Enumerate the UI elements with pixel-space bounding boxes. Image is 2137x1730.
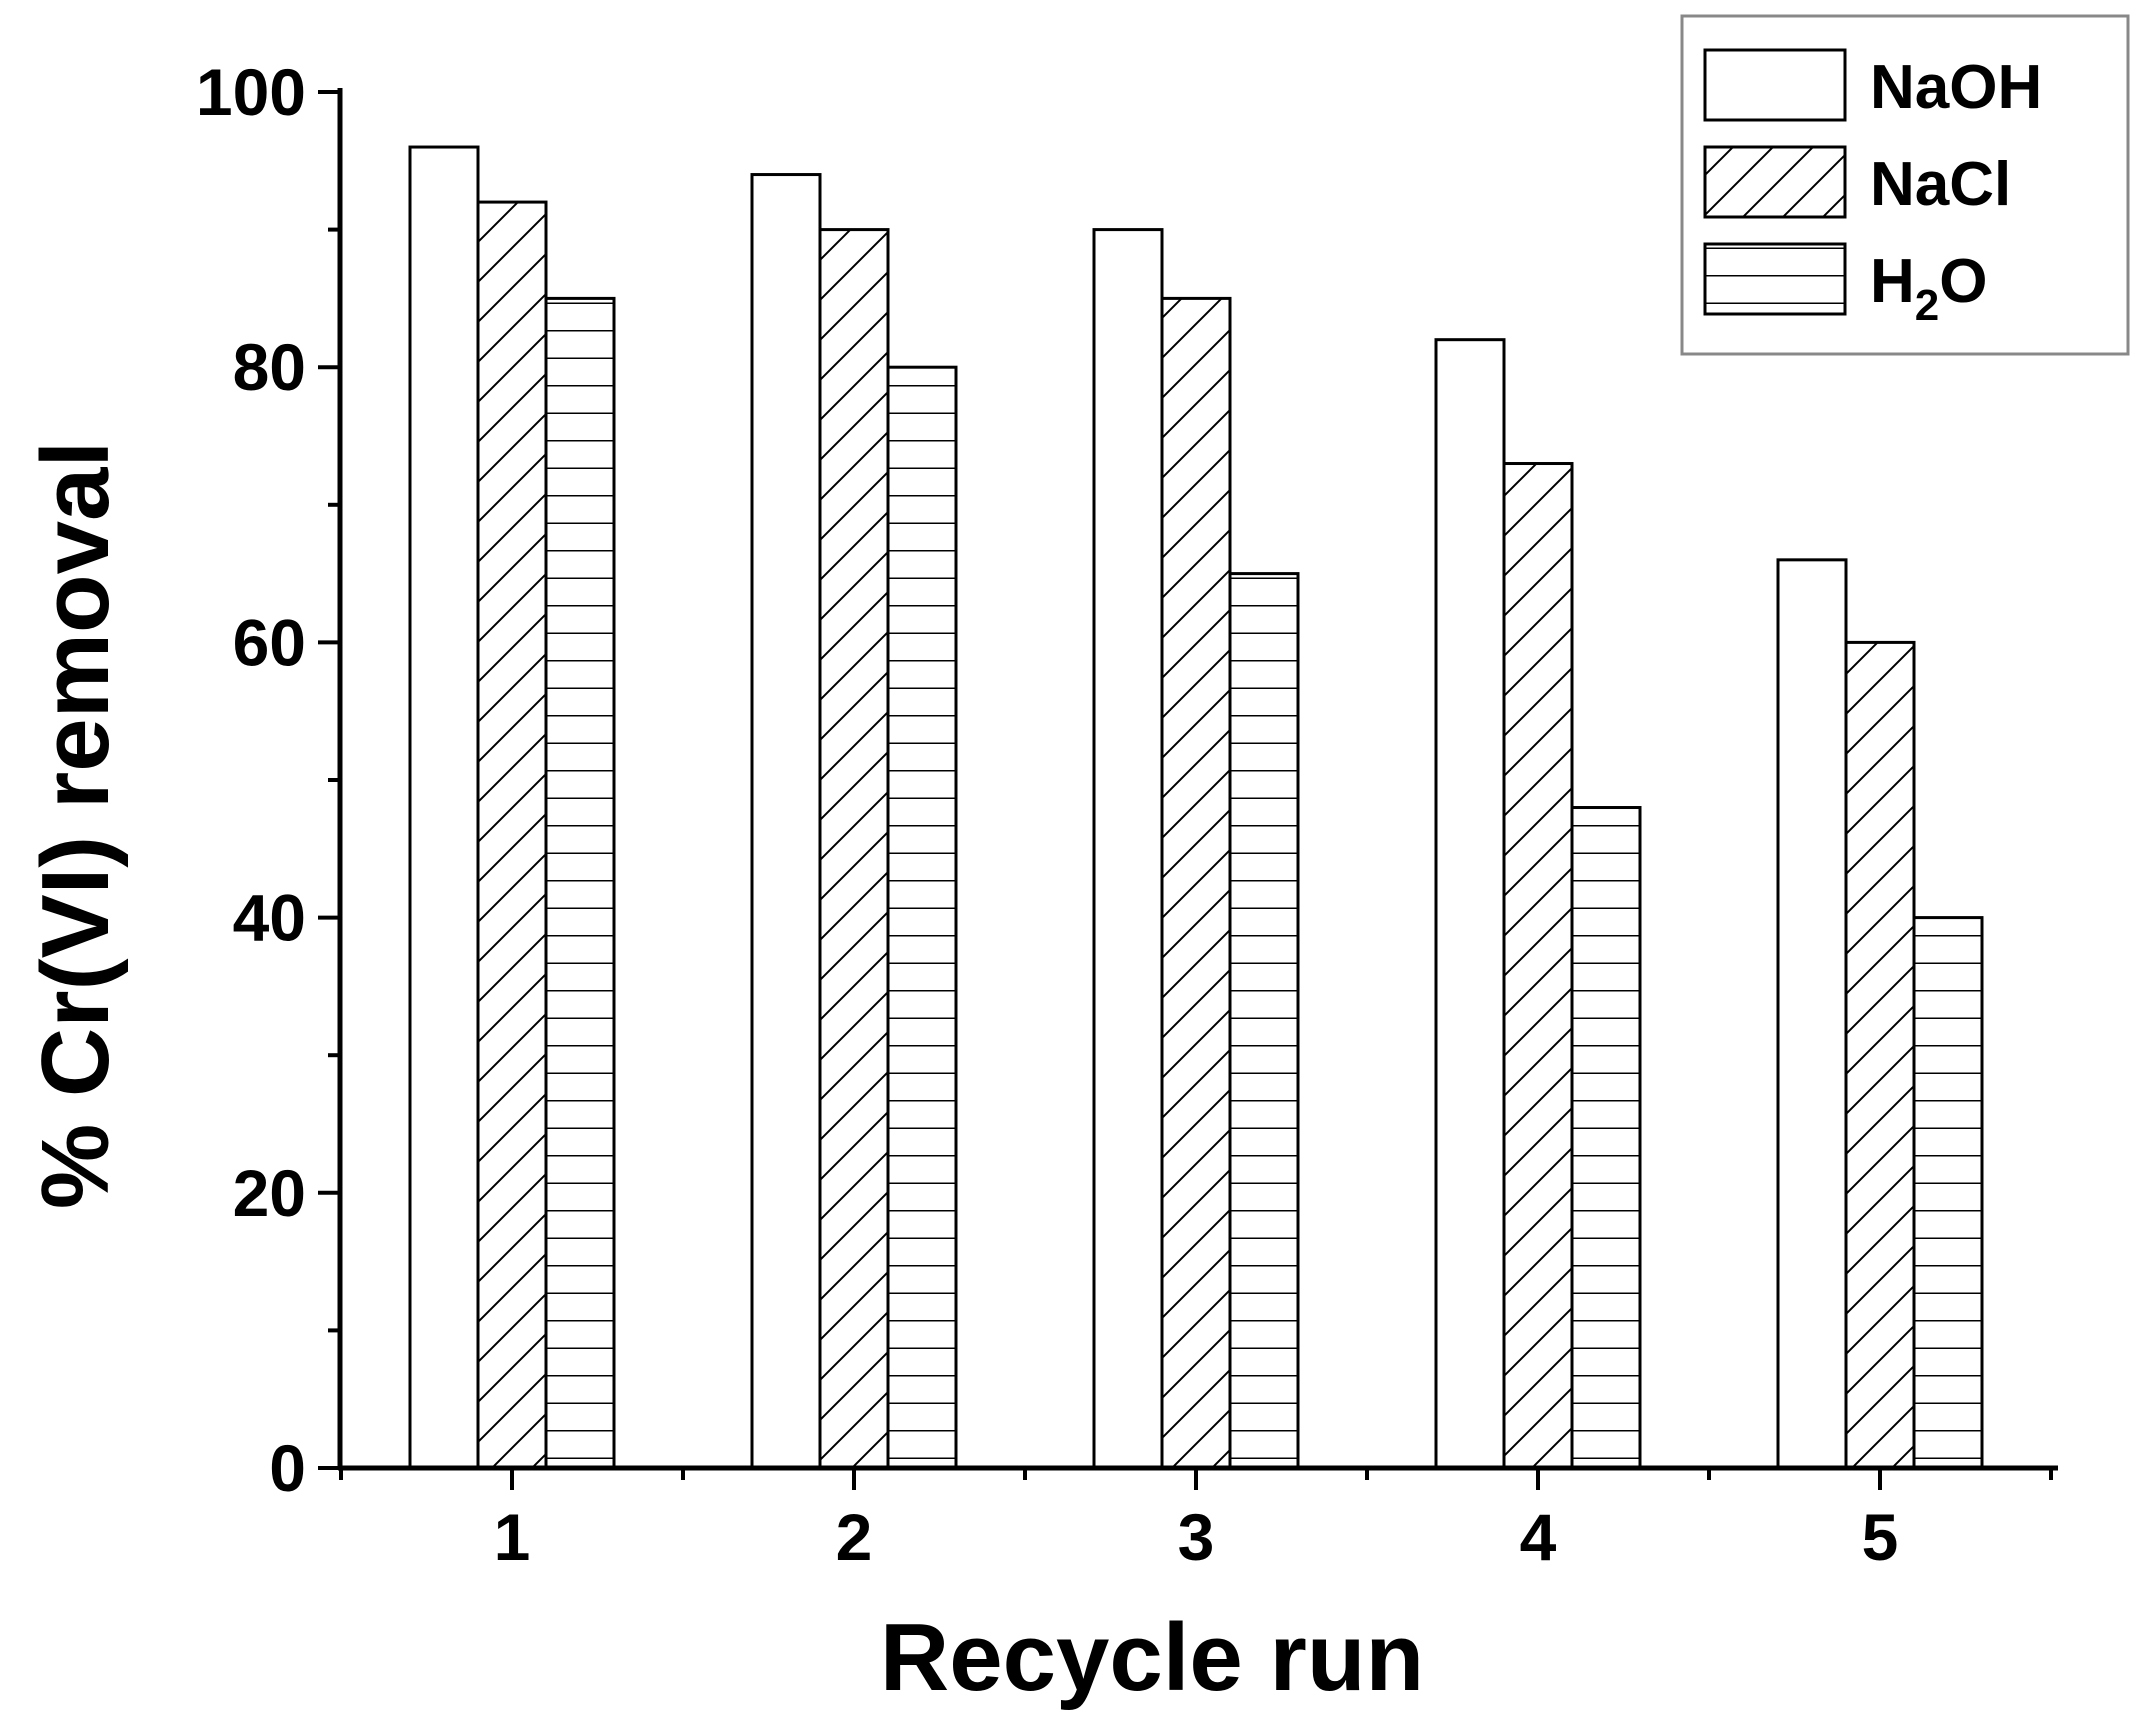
x-tick-label: 4 xyxy=(1520,1500,1557,1574)
y-tick-label: 80 xyxy=(233,330,306,404)
legend-swatch xyxy=(1703,48,1847,122)
y-tick-label: 60 xyxy=(233,605,306,679)
y-tick-label: 0 xyxy=(269,1431,306,1505)
bar-h2o-run-1 xyxy=(544,296,616,1470)
bar-nacl-run-4 xyxy=(1502,462,1574,1470)
y-axis-title: % Cr(VI) removal xyxy=(22,441,129,1209)
legend-swatch xyxy=(1703,145,1847,219)
x-tick-label: 3 xyxy=(1178,1500,1215,1574)
bar-naoh-run-1 xyxy=(408,145,480,1470)
y-tick-label: 40 xyxy=(233,881,306,955)
bar-naoh-run-4 xyxy=(1434,338,1506,1470)
x-tick-label: 5 xyxy=(1862,1500,1899,1574)
bar-h2o-run-3 xyxy=(1228,572,1300,1470)
x-axis-title: Recycle run xyxy=(880,1604,1424,1711)
bar-naoh-run-5 xyxy=(1776,558,1848,1470)
bar-nacl-run-1 xyxy=(476,200,548,1470)
y-tick-label: 20 xyxy=(233,1156,306,1230)
bars-layer xyxy=(408,145,1984,1470)
bar-nacl-run-3 xyxy=(1160,296,1232,1470)
bar-nacl-run-2 xyxy=(818,228,890,1470)
legend-label: NaCl xyxy=(1870,150,2011,219)
x-tick-labels: 1 2 3 4 5 xyxy=(494,1500,1899,1574)
bar-nacl-run-5 xyxy=(1844,640,1916,1470)
y-tick-labels: 0 20 40 60 80 100 xyxy=(196,55,306,1505)
axes xyxy=(318,88,2058,1490)
legend-swatch xyxy=(1703,242,1847,316)
x-tick-label: 2 xyxy=(836,1500,873,1574)
bar-h2o-run-4 xyxy=(1570,806,1642,1470)
bar-naoh-run-2 xyxy=(750,173,822,1470)
bar-h2o-run-5 xyxy=(1912,916,1984,1470)
bar-h2o-run-2 xyxy=(886,365,958,1470)
y-tick-label: 100 xyxy=(196,55,306,129)
bar-naoh-run-3 xyxy=(1092,228,1164,1470)
legend-label: NaOH xyxy=(1870,53,2042,122)
x-tick-label: 1 xyxy=(494,1500,531,1574)
